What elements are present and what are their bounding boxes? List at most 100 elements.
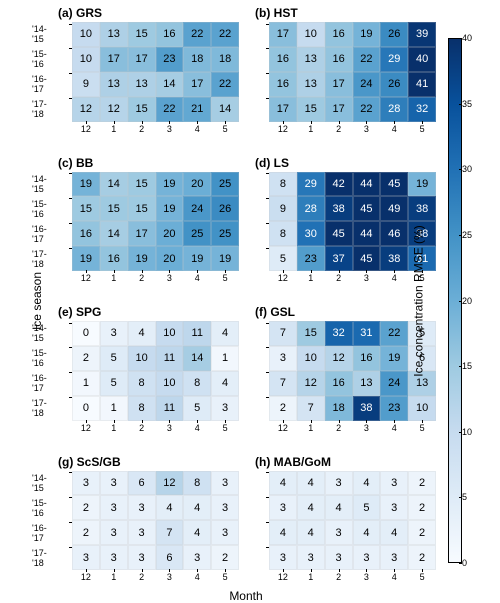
heatmap-cell: 20 xyxy=(156,221,184,246)
heatmap-cell: 1 xyxy=(72,371,100,396)
heatmap-cell: 13 xyxy=(353,371,381,396)
heatmap-cell: 12 xyxy=(156,471,184,496)
heatmap-cell: 19 xyxy=(183,246,211,271)
heatmap: 443432344532443442333332 xyxy=(269,471,436,571)
x-tick-label: 12 xyxy=(269,423,297,437)
heatmap-cell: 2 xyxy=(211,545,239,570)
x-tick-label: 4 xyxy=(183,423,211,437)
x-tick-label: 3 xyxy=(156,273,184,287)
heatmap-cell: 3 xyxy=(72,471,100,496)
x-tick-label: 3 xyxy=(353,572,381,586)
y-ticks xyxy=(266,471,269,571)
heatmap-cell: 20 xyxy=(183,172,211,197)
panel-title: (b) HST xyxy=(255,6,298,20)
heatmap-cell: 24 xyxy=(380,371,408,396)
heatmap-cell: 2 xyxy=(408,545,436,570)
heatmap-cell: 13 xyxy=(100,22,128,47)
heatmap-cell: 22 xyxy=(156,97,184,122)
heatmap-cell: 3 xyxy=(211,520,239,545)
heatmap-cell: 25 xyxy=(183,221,211,246)
y-tick-labels: '14-'15'15-'16'16-'17'17-'18 xyxy=(32,172,54,272)
heatmap-cell: 4 xyxy=(325,495,353,520)
heatmap: 1914151920251515151924261614172025251916… xyxy=(72,172,239,272)
heatmap-cell: 10 xyxy=(297,346,325,371)
heatmap-cell: 16 xyxy=(72,221,100,246)
heatmap-cell: 12 xyxy=(297,371,325,396)
heatmap-cell: 14 xyxy=(100,172,128,197)
heatmap-cell: 38 xyxy=(408,196,436,221)
heatmap-cell: 14 xyxy=(211,97,239,122)
heatmap-cell: 3 xyxy=(380,495,408,520)
panel-grid: (a) GRS101315162222101717231818913131417… xyxy=(56,8,436,588)
heatmap-cell: 28 xyxy=(380,97,408,122)
heatmap-cell: 19 xyxy=(72,246,100,271)
heatmap-cell: 19 xyxy=(211,246,239,271)
heatmap-cell: 3 xyxy=(269,545,297,570)
heatmap-cell: 2 xyxy=(408,471,436,496)
x-tick-label: 5 xyxy=(408,572,436,586)
heatmap-cell: 49 xyxy=(380,196,408,221)
heatmap-cell: 16 xyxy=(269,72,297,97)
heatmap-cell: 19 xyxy=(156,172,184,197)
heatmap-cell: 12 xyxy=(72,97,100,122)
heatmap-cell: 17 xyxy=(128,47,156,72)
heatmap-cell: 3 xyxy=(100,495,128,520)
y-tick-labels: '14-'15'15-'16'16-'17'17-'18 xyxy=(32,321,54,421)
x-tick-label: 1 xyxy=(297,572,325,586)
y-tick-label: '17-'18 xyxy=(32,396,54,421)
colorbar-tick: 35 xyxy=(462,99,472,109)
heatmap-cell: 7 xyxy=(269,321,297,346)
heatmap-cell: 4 xyxy=(211,321,239,346)
heatmap-cell: 8 xyxy=(269,172,297,197)
x-tick-label: 4 xyxy=(380,423,408,437)
heatmap-cell: 3 xyxy=(128,520,156,545)
heatmap-cell: 13 xyxy=(297,47,325,72)
figure-root: Ice season (a) GRS1013151622221017172318… xyxy=(0,0,500,601)
heatmap-cell: 16 xyxy=(156,22,184,47)
heatmap-cell: 7 xyxy=(156,520,184,545)
heatmap-cell: 17 xyxy=(269,22,297,47)
x-tick-label: 4 xyxy=(183,124,211,138)
panel-title: (f) GSL xyxy=(255,305,295,319)
y-tick-label: '17-'18 xyxy=(32,97,54,122)
heatmap-cell: 4 xyxy=(380,520,408,545)
x-tick-label: 1 xyxy=(100,423,128,437)
x-ticks xyxy=(269,121,436,124)
y-ticks xyxy=(69,321,72,421)
heatmap-cell: 4 xyxy=(297,495,325,520)
colorbar: 0510152025303540 Ice concentration RMSE … xyxy=(448,38,482,563)
y-ticks xyxy=(69,471,72,571)
heatmap-cell: 2 xyxy=(72,346,100,371)
heatmap-cell: 0 xyxy=(72,321,100,346)
heatmap-cell: 4 xyxy=(297,471,325,496)
heatmap-cell: 1 xyxy=(211,346,239,371)
colorbar-label: Ice concentration RMSE (%) xyxy=(411,225,425,376)
heatmap-cell: 9 xyxy=(269,196,297,221)
heatmap-cell: 13 xyxy=(297,72,325,97)
colorbar-tick: 30 xyxy=(462,164,472,174)
x-tick-label: 3 xyxy=(353,273,381,287)
heatmap-cell: 15 xyxy=(128,172,156,197)
heatmap-cell: 17 xyxy=(325,97,353,122)
x-tick-label: 1 xyxy=(100,273,128,287)
heatmap-cell: 2 xyxy=(72,495,100,520)
heatmap-cell: 18 xyxy=(211,47,239,72)
y-ticks xyxy=(69,22,72,122)
heatmap-cell: 16 xyxy=(325,22,353,47)
heatmap-cell: 45 xyxy=(353,196,381,221)
heatmap-cell: 7 xyxy=(269,371,297,396)
heatmap-cell: 14 xyxy=(183,346,211,371)
panel-g: (g) ScS/GB3361283233443233743333632'14-'… xyxy=(56,457,239,589)
heatmap-cell: 31 xyxy=(353,321,381,346)
heatmap-cell: 5 xyxy=(269,246,297,271)
colorbar-tick: 10 xyxy=(462,427,472,437)
panel-c: (c) BB1914151920251515151924261614172025… xyxy=(56,158,239,290)
x-tick-labels: 1212345 xyxy=(72,124,239,138)
x-tick-label: 12 xyxy=(72,423,100,437)
y-tick-label: '15-'16 xyxy=(32,47,54,72)
heatmap-cell: 3 xyxy=(211,396,239,421)
heatmap-cell: 23 xyxy=(380,396,408,421)
heatmap-cell: 11 xyxy=(183,321,211,346)
x-tick-label: 2 xyxy=(128,423,156,437)
x-tick-label: 5 xyxy=(211,423,239,437)
